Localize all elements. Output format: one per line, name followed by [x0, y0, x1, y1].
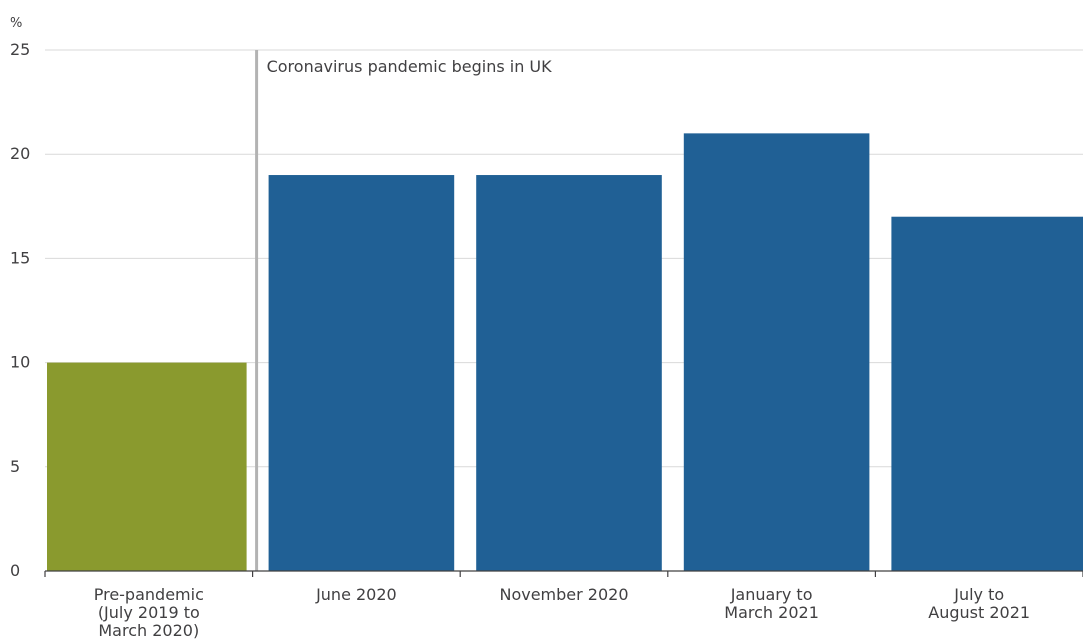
y-unit-label: % [10, 16, 22, 31]
x-category-label-3: November 2020 [499, 585, 628, 604]
x-category-line: March 2021 [724, 603, 819, 622]
y-tick-label-25: 25 [10, 40, 30, 59]
x-category-line: March 2020) [98, 621, 199, 640]
bar-1 [47, 362, 247, 571]
bars [47, 133, 1083, 572]
y-tick-label-10: 10 [10, 353, 30, 372]
bar-4 [683, 133, 870, 572]
x-category-line: January to [730, 585, 813, 604]
labels: % 0 5 10 15 20 25 Coronavirus pandemic begins i… [10, 16, 1030, 640]
x-category-label-2: June 2020 [315, 585, 397, 604]
x-category-line: August 2021 [928, 603, 1030, 622]
x-category-label-5: July to August 2021 [928, 585, 1030, 622]
x-category-label-4: January to March 2021 [724, 585, 819, 622]
x-category-line: July to [953, 585, 1004, 604]
pandemic-start-label: Coronavirus pandemic begins in UK [267, 57, 553, 76]
x-category-line: (July 2019 to [98, 603, 200, 622]
bar-5 [891, 216, 1083, 571]
x-category-line: Pre-pandemic [94, 585, 204, 604]
x-category-label-1: Pre-pandemic (July 2019 to March 2020) [94, 585, 204, 640]
x-category-line: November 2020 [499, 585, 628, 604]
x-category-line: June 2020 [315, 585, 397, 604]
bar-3 [476, 175, 662, 572]
y-tick-label-0: 0 [10, 561, 20, 580]
y-tick-label-20: 20 [10, 144, 30, 163]
bar-2 [268, 175, 455, 572]
axes [44, 570, 1083, 577]
y-tick-label-5: 5 [10, 457, 20, 476]
y-tick-label-15: 15 [10, 248, 30, 267]
